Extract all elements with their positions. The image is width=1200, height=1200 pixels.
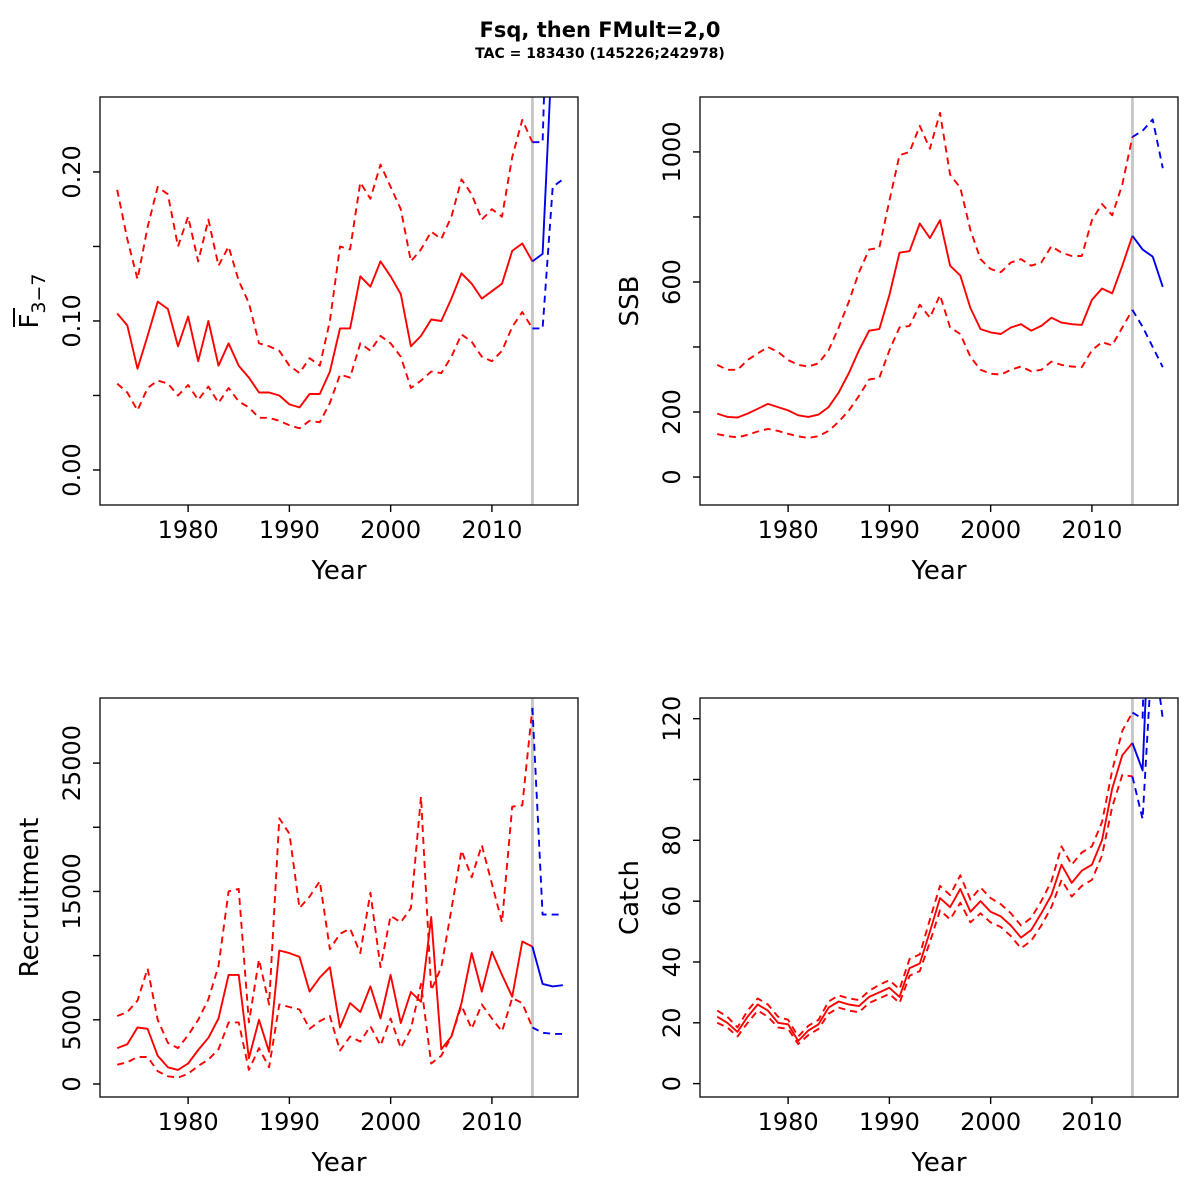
y-tick-label: 0 [658, 1076, 686, 1091]
figure-title: Fsq, then FMult=2,0 [479, 18, 721, 42]
y-tick-label: 60 [658, 886, 686, 917]
x-tick-label: 1990 [259, 516, 320, 544]
plot-box [699, 697, 1179, 1098]
x-tick-label: 2010 [461, 516, 522, 544]
x-tick-label: 2010 [1061, 1108, 1122, 1136]
x-axis-title: Year [310, 1148, 366, 1178]
y-tick-label: 200 [658, 389, 686, 435]
median-line [716, 219, 1134, 419]
median-line [716, 742, 1134, 1042]
y-tick-label: 0.20 [58, 145, 86, 198]
x-tick-label: 1980 [158, 516, 219, 544]
x-tick-label: 1990 [259, 1108, 320, 1136]
projection-median-line [1131, 698, 1147, 772]
y-tick-label: 5000 [58, 989, 86, 1050]
plot-box [699, 96, 1179, 506]
y-tick-label: 80 [658, 825, 686, 856]
y-tick-label: 20 [658, 1008, 686, 1039]
y-axis-title: Catch [615, 860, 645, 935]
plot-box [99, 96, 579, 506]
y-tick-label: 0.10 [58, 294, 86, 347]
panel-catch: 1980 1990 2000 2010 0 20 40 60 80 120 Year Catch [615, 696, 1179, 1178]
y-axis-title: Recruitment [15, 818, 45, 978]
y-tick-label: 0 [58, 1076, 86, 1091]
projection-lower-ci-line [531, 1026, 563, 1035]
x-tick-label: 1990 [859, 516, 920, 544]
x-tick-label: 2010 [1061, 516, 1122, 544]
median-line [116, 916, 533, 1071]
projection-upper-ci-line [1131, 698, 1145, 720]
plot-box [99, 697, 579, 1098]
upper-ci-line [716, 712, 1134, 1038]
projection-median-line [531, 946, 563, 988]
panel-f: 1980 1990 2000 2010 0.00 0.10 0.20 Year F3−7 [13, 96, 579, 586]
upper-ci-line [116, 118, 534, 375]
upper-ci-line [116, 707, 534, 1050]
y-tick-label: 15000 [58, 853, 86, 929]
upper-ci-line [716, 111, 1134, 371]
median-line [116, 242, 534, 409]
panel-ssb: 1980 1990 2000 2010 0 200 600 1000 Year SSB [615, 96, 1179, 586]
x-tick-label: 1990 [859, 1108, 920, 1136]
projection-median-line [1131, 235, 1164, 288]
x-tick-label: 2010 [461, 1108, 522, 1136]
projection-upper-ci-line [531, 707, 563, 916]
lower-ci-line [717, 294, 1134, 439]
panel-recruitment: 1980 1990 2000 2010 0 5000 15000 25000 Year Recru… [15, 697, 579, 1178]
y-tick-label: 40 [658, 947, 686, 978]
projection-median-line [531, 97, 551, 263]
x-tick-label: 2000 [360, 516, 421, 544]
y-axis-title: F3−7 [15, 273, 50, 328]
y-axis-title: SSB [615, 276, 645, 327]
projection-upper-ci-line [1131, 118, 1164, 169]
figure-subtitle: TAC = 183430 (145226;242978) [475, 46, 725, 62]
projection-lower-ci-line [532, 178, 564, 330]
lower-ci-line [116, 311, 534, 430]
x-tick-label: 1980 [758, 516, 819, 544]
lower-ci-line [716, 773, 1133, 1046]
y-tick-label: 0.00 [58, 443, 86, 496]
x-axis-title: Year [910, 1148, 966, 1178]
y-tick-label: 25000 [58, 725, 86, 801]
x-axis-title: Year [910, 556, 966, 586]
y-tick-label: 600 [658, 259, 686, 305]
x-tick-label: 2000 [960, 516, 1021, 544]
y-tick-label: 0 [658, 469, 686, 484]
y-tick-label: 120 [658, 696, 686, 742]
lower-ci-line [116, 982, 534, 1079]
y-tick-label: 1000 [658, 121, 686, 182]
x-tick-label: 2000 [960, 1108, 1021, 1136]
x-tick-label: 1980 [758, 1108, 819, 1136]
x-tick-label: 2000 [360, 1108, 421, 1136]
x-axis-title: Year [310, 556, 366, 586]
x-tick-label: 1980 [158, 1108, 219, 1136]
projection-lower-ci-line [1131, 698, 1164, 820]
projection-upper-ci-line [532, 97, 545, 144]
projection-lower-ci-line [1131, 309, 1164, 368]
